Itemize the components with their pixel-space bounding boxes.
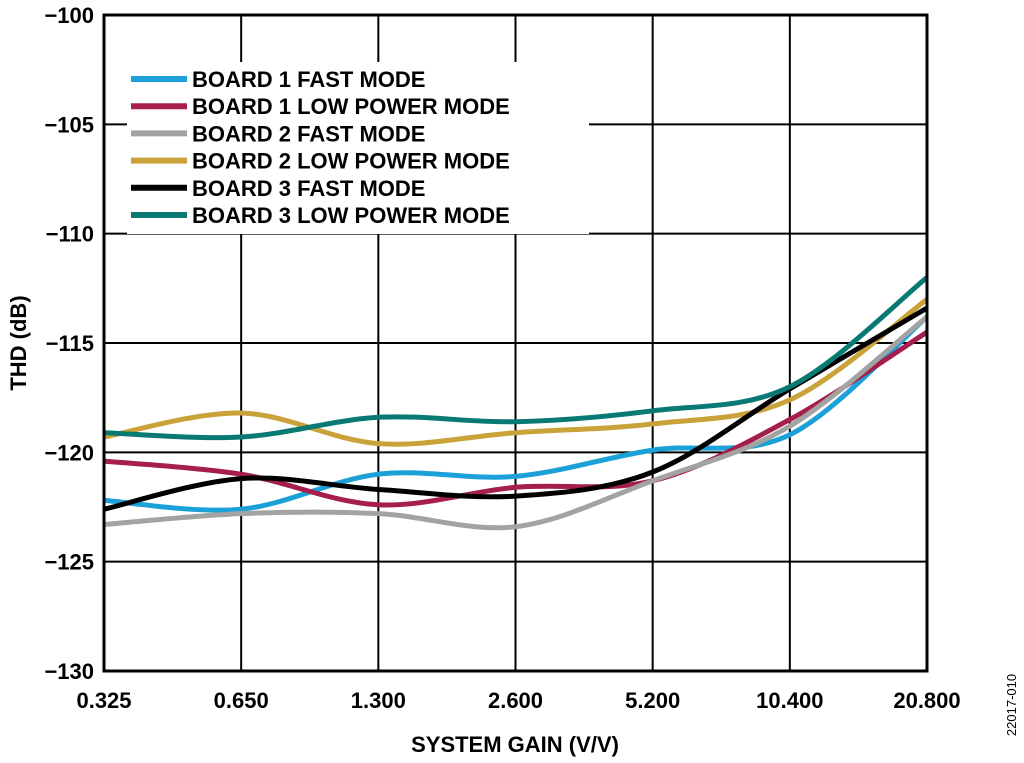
- y-tick-label: −125: [44, 550, 94, 575]
- legend-label: BOARD 1 LOW POWER MODE: [192, 94, 510, 119]
- legend-label: BOARD 3 LOW POWER MODE: [192, 203, 510, 228]
- y-tick-labels: −100 −105 −110 −115 −120 −125 −130: [44, 3, 94, 684]
- y-tick-label: −115: [46, 331, 94, 356]
- x-tick-label: 5.200: [625, 688, 680, 713]
- x-tick-label: 2.600: [488, 688, 543, 713]
- y-tick-label: −100: [44, 3, 94, 28]
- series-line-1: [103, 314, 929, 513]
- x-tick-label: 10.400: [756, 688, 823, 713]
- y-axis-title: THD (dB): [6, 295, 31, 390]
- legend-label: BOARD 2 LOW POWER MODE: [192, 149, 510, 174]
- y-tick-label: −120: [44, 440, 94, 465]
- y-tick-label: −130: [44, 659, 94, 684]
- x-tick-label: 0.650: [214, 688, 269, 713]
- series-lines: [103, 275, 929, 531]
- x-axis-title: SYSTEM GAIN (V/V): [411, 732, 619, 757]
- x-tick-labels: 0.325 0.650 1.300 2.600 5.200 10.400 20.800: [76, 688, 960, 713]
- legend-label: BOARD 3 FAST MODE: [192, 176, 425, 201]
- plot-frame: [102, 13, 929, 673]
- legend-label: BOARD 2 FAST MODE: [192, 121, 425, 146]
- x-tick-label: 20.800: [893, 688, 960, 713]
- series-line-3: [103, 314, 929, 531]
- series-line-6: [103, 275, 929, 441]
- legend-background: [127, 62, 589, 234]
- figure-id: 22017-010: [1004, 674, 1019, 736]
- y-tick-label: −110: [46, 222, 94, 247]
- x-tick-label: 0.325: [76, 688, 131, 713]
- legend-label: BOARD 1 FAST MODE: [192, 67, 425, 92]
- y-tick-label: −105: [44, 112, 94, 137]
- series-line-2: [103, 329, 929, 508]
- x-tick-label: 1.300: [351, 688, 406, 713]
- series-line-4: [103, 297, 929, 447]
